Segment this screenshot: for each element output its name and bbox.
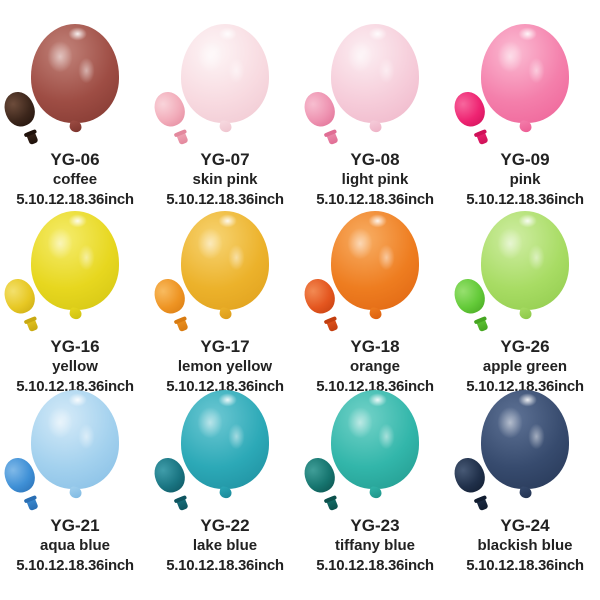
balloon-photo: [449, 211, 600, 333]
balloon-image: [181, 24, 269, 123]
mini-balloon-neck: [25, 316, 39, 333]
balloon-image: [181, 390, 269, 489]
product-name: apple green: [482, 358, 568, 375]
product-sizes: 5.10.12.18.36inch: [166, 378, 284, 395]
product-code: YG-06: [50, 150, 100, 169]
product-sizes: 5.10.12.18.36inch: [166, 191, 284, 208]
product-code: YG-09: [500, 150, 550, 169]
product-code: YG-22: [200, 516, 250, 535]
balloon-photo: [449, 24, 600, 146]
product-card: YG-23 tiffany blue 5.10.12.18.36inch: [299, 390, 450, 600]
product-code: YG-26: [500, 337, 550, 356]
product-sizes: 5.10.12.18.36inch: [16, 557, 134, 574]
mini-balloon-neck: [475, 495, 489, 512]
mini-balloon-neck: [475, 129, 489, 146]
mini-balloon-neck: [175, 316, 189, 333]
product-card: YG-07 skin pink 5.10.12.18.36inch: [149, 0, 300, 208]
product-card: YG-18 orange 5.10.12.18.36inch: [299, 200, 450, 400]
product-sizes: 5.10.12.18.36inch: [466, 191, 584, 208]
balloon-photo: [299, 211, 450, 333]
product-card: YG-22 lake blue 5.10.12.18.36inch: [149, 390, 300, 600]
mini-balloon-neck: [325, 495, 339, 512]
product-code: YG-17: [200, 337, 250, 356]
product-sizes: 5.10.12.18.36inch: [16, 191, 134, 208]
product-name: lake blue: [192, 537, 258, 554]
product-card: YG-21 aqua blue 5.10.12.18.36inch: [0, 390, 150, 600]
product-name: orange: [349, 358, 400, 375]
product-code: YG-21: [50, 516, 100, 535]
product-code: YG-23: [350, 516, 400, 535]
product-sizes: 5.10.12.18.36inch: [16, 378, 134, 395]
balloon-image: [481, 211, 569, 310]
balloon-photo: [149, 211, 300, 333]
balloon-image: [181, 211, 269, 310]
product-name: blackish blue: [477, 537, 573, 554]
mini-balloon-neck: [325, 129, 339, 146]
mini-balloon-neck: [325, 316, 339, 333]
product-card: YG-17 lemon yellow 5.10.12.18.36inch: [149, 200, 300, 400]
product-card: YG-06 coffee 5.10.12.18.36inch: [0, 0, 150, 208]
product-card: YG-16 yellow 5.10.12.18.36inch: [0, 200, 150, 400]
balloon-image: [31, 211, 119, 310]
balloon-photo: [0, 390, 150, 512]
balloon-image: [481, 390, 569, 489]
product-card: YG-24 blackish blue 5.10.12.18.36inch: [449, 390, 600, 600]
product-sizes: 5.10.12.18.36inch: [466, 378, 584, 395]
product-code: YG-24: [500, 516, 550, 535]
product-sizes: 5.10.12.18.36inch: [316, 557, 434, 574]
balloon-photo: [149, 390, 300, 512]
product-sizes: 5.10.12.18.36inch: [316, 378, 434, 395]
mini-balloon-neck: [25, 129, 39, 146]
product-sizes: 5.10.12.18.36inch: [166, 557, 284, 574]
mini-balloon-neck: [175, 129, 189, 146]
balloon-image: [481, 24, 569, 123]
product-card: YG-09 pink 5.10.12.18.36inch: [449, 0, 600, 208]
balloon-image: [331, 24, 419, 123]
product-name: tiffany blue: [334, 537, 415, 554]
product-code: YG-07: [200, 150, 250, 169]
balloon-image: [31, 24, 119, 123]
product-name: lemon yellow: [177, 358, 273, 375]
mini-balloon-neck: [25, 495, 39, 512]
balloon-photo: [299, 390, 450, 512]
balloon-photo: [0, 24, 150, 146]
product-name: light pink: [341, 171, 409, 188]
product-name: aqua blue: [39, 537, 110, 554]
balloon-image: [331, 390, 419, 489]
product-code: YG-08: [350, 150, 400, 169]
balloon-image: [331, 211, 419, 310]
product-code: YG-18: [350, 337, 400, 356]
product-name: skin pink: [192, 171, 258, 188]
product-sizes: 5.10.12.18.36inch: [316, 191, 434, 208]
balloon-photo: [149, 24, 300, 146]
mini-balloon-neck: [475, 316, 489, 333]
balloon-photo: [299, 24, 450, 146]
product-card: YG-08 light pink 5.10.12.18.36inch: [299, 0, 450, 208]
balloon-photo: [449, 390, 600, 512]
balloon-image: [31, 390, 119, 489]
product-name: yellow: [52, 358, 98, 375]
product-sizes: 5.10.12.18.36inch: [466, 557, 584, 574]
product-code: YG-16: [50, 337, 100, 356]
product-card: YG-26 apple green 5.10.12.18.36inch: [449, 200, 600, 400]
product-name: pink: [509, 171, 541, 188]
mini-balloon-neck: [175, 495, 189, 512]
balloon-photo: [0, 211, 150, 333]
product-name: coffee: [52, 171, 98, 188]
